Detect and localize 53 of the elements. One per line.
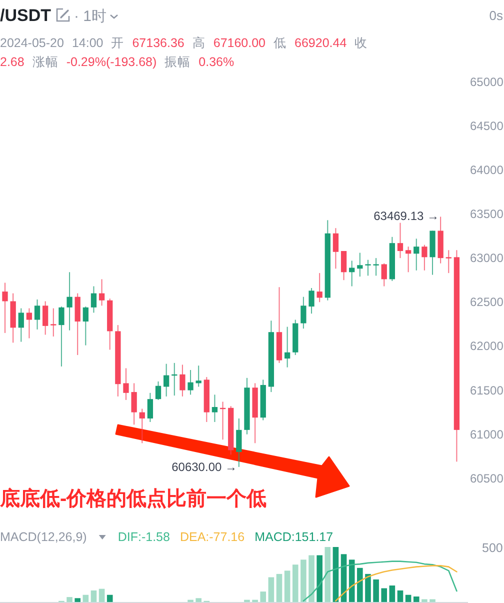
bar (348, 560, 355, 602)
text: 2024-05-20 14:00 开 67136.36 高 67160.00 低 66920.44 收 (0, 36, 368, 50)
bar (98, 588, 105, 602)
candlestick (50, 308, 56, 337)
bar (373, 579, 379, 602)
candlestick (373, 258, 379, 276)
text: DEA:-77.16 (180, 530, 245, 544)
text: 底底低-价格的低点比前一个低 (0, 487, 267, 510)
bar (90, 590, 97, 602)
y-tick-label: 65000 (470, 74, 504, 89)
bar (292, 564, 298, 602)
bar (397, 590, 404, 602)
text: DIF:-1.58 (118, 530, 170, 544)
bar (381, 588, 388, 602)
bar (284, 570, 290, 602)
bar (316, 555, 322, 602)
bar (106, 594, 113, 602)
y-tick-label: 63000 (470, 251, 504, 266)
chart-title: MACD(12,26,9) (0, 530, 87, 544)
bar (324, 547, 331, 602)
text: 0s (489, 8, 504, 23)
bar (82, 594, 89, 602)
bar (276, 574, 282, 602)
y-tick-label: 64500 (470, 118, 504, 133)
y-tick-label: 61500 (470, 383, 504, 398)
annotation: 60630.00 → (172, 460, 237, 474)
y-tick-label: 60500 (470, 471, 504, 486)
bar (196, 598, 202, 602)
bar (389, 586, 396, 602)
bar (405, 594, 412, 602)
bar (268, 577, 274, 602)
bar (260, 592, 266, 602)
bar (430, 599, 436, 602)
bar (66, 597, 72, 602)
bar (300, 560, 306, 602)
y-tick-label: 62500 (470, 295, 504, 310)
y-tick-label: 63500 (470, 207, 504, 221)
bar (332, 547, 339, 602)
bar (357, 568, 363, 602)
bar (74, 598, 80, 602)
text: 500 (482, 541, 503, 555)
candlestick (446, 250, 452, 274)
bar (365, 574, 371, 602)
series-label: MACD:151.17 (254, 530, 334, 544)
bar (308, 555, 314, 602)
annotation: 63469.13 → (374, 209, 439, 223)
y-tick-label: 61000 (470, 427, 504, 442)
bar (413, 596, 420, 602)
text: 2.68 涨幅 -0.29%(-193.68) 振幅 0.36% (0, 55, 234, 69)
y-tick-label: 64000 (470, 162, 504, 177)
bar (422, 599, 428, 602)
chart-title: /USDT · 1时 (0, 6, 107, 25)
y-tick-label: 62000 (470, 339, 504, 354)
